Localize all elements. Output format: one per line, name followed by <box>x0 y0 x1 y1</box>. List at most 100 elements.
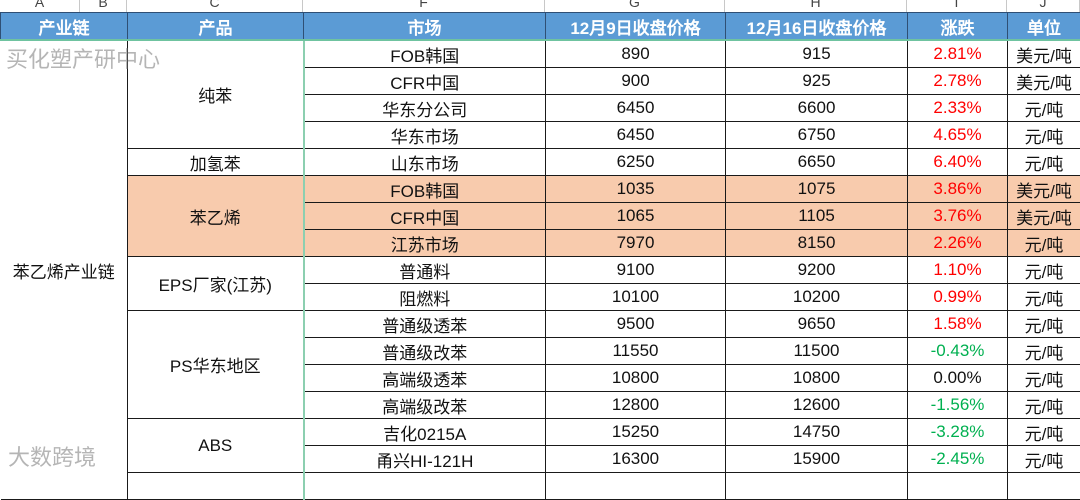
market-cell[interactable]: 高端级透苯 <box>304 365 546 392</box>
price-dec16-cell[interactable]: 14750 <box>726 419 908 446</box>
change-cell[interactable]: 6.40% <box>908 149 1008 176</box>
change-cell[interactable]: -3.28% <box>908 419 1008 446</box>
price-dec9-cell[interactable]: 15250 <box>546 419 726 446</box>
change-cell[interactable]: 0.99% <box>908 284 1008 311</box>
change-cell[interactable]: -0.43% <box>908 338 1008 365</box>
column-letter[interactable]: B <box>80 0 127 12</box>
market-cell[interactable]: FOB韩国 <box>304 176 546 203</box>
change-cell[interactable]: 3.86% <box>908 176 1008 203</box>
price-dec16-cell[interactable]: 6600 <box>726 95 908 122</box>
price-dec9-cell[interactable]: 10100 <box>546 284 726 311</box>
header-unit[interactable]: 单位 <box>1008 13 1080 41</box>
column-letter[interactable]: G <box>545 0 725 12</box>
price-dec16-cell[interactable]: 6650 <box>726 149 908 176</box>
price-dec16-cell[interactable]: 9650 <box>726 311 908 338</box>
header-chain[interactable]: 产业链 <box>1 13 128 41</box>
price-dec16-cell[interactable]: 925 <box>726 68 908 95</box>
market-cell[interactable]: 江苏市场 <box>304 230 546 257</box>
product-cell[interactable]: ABS <box>128 419 304 473</box>
column-letter[interactable]: F <box>303 0 545 12</box>
price-dec9-cell[interactable]: 7970 <box>546 230 726 257</box>
price-dec9-cell[interactable]: 9100 <box>546 257 726 284</box>
price-dec9-cell[interactable]: 10800 <box>546 365 726 392</box>
market-cell[interactable]: 甬兴HI-121H <box>304 446 546 473</box>
price-dec9-cell[interactable]: 6450 <box>546 95 726 122</box>
price-dec9-cell[interactable]: 890 <box>546 40 726 68</box>
unit-cell[interactable]: 元/吨 <box>1008 95 1080 122</box>
column-letter[interactable]: J <box>1007 0 1080 12</box>
header-price-dec16[interactable]: 12月16日收盘价格 <box>726 13 908 41</box>
price-dec9-cell[interactable]: 9500 <box>546 311 726 338</box>
market-cell[interactable]: 华东市场 <box>304 122 546 149</box>
chain-cell[interactable]: 苯乙烯产业链 <box>1 40 128 500</box>
unit-cell[interactable]: 元/吨 <box>1008 284 1080 311</box>
unit-cell[interactable]: 美元/吨 <box>1008 40 1080 68</box>
market-cell[interactable]: FOB韩国 <box>304 40 546 68</box>
product-cell[interactable]: EPS厂家(江苏) <box>128 257 304 311</box>
header-price-dec9[interactable]: 12月9日收盘价格 <box>546 13 726 41</box>
header-market[interactable]: 市场 <box>304 13 546 41</box>
column-letter[interactable]: H <box>725 0 907 12</box>
price-dec16-cell[interactable]: 6750 <box>726 122 908 149</box>
change-cell[interactable]: 1.10% <box>908 257 1008 284</box>
market-cell[interactable]: 华东分公司 <box>304 95 546 122</box>
market-cell[interactable]: 普通级改苯 <box>304 338 546 365</box>
change-cell[interactable]: 2.78% <box>908 68 1008 95</box>
price-dec16-cell[interactable]: 1075 <box>726 176 908 203</box>
product-cell[interactable]: PS华东地区 <box>128 311 304 419</box>
unit-cell[interactable]: 元/吨 <box>1008 392 1080 419</box>
market-cell[interactable]: 普通料 <box>304 257 546 284</box>
market-cell[interactable]: 吉化0215A <box>304 419 546 446</box>
product-cell[interactable]: 纯苯 <box>128 40 304 149</box>
market-cell[interactable]: 阻燃料 <box>304 284 546 311</box>
column-letter[interactable]: C <box>127 0 303 12</box>
price-dec9-cell[interactable]: 6250 <box>546 149 726 176</box>
market-cell[interactable]: CFR中国 <box>304 203 546 230</box>
price-dec9-cell[interactable]: 16300 <box>546 446 726 473</box>
change-cell[interactable]: 0.00% <box>908 365 1008 392</box>
change-cell[interactable]: -2.45% <box>908 446 1008 473</box>
header-product[interactable]: 产品 <box>128 13 304 41</box>
price-dec9-cell[interactable]: 1065 <box>546 203 726 230</box>
product-cell[interactable]: 苯乙烯 <box>128 176 304 257</box>
market-cell[interactable]: 山东市场 <box>304 149 546 176</box>
change-cell[interactable]: 2.33% <box>908 95 1008 122</box>
unit-cell[interactable]: 美元/吨 <box>1008 203 1080 230</box>
price-dec9-cell[interactable]: 900 <box>546 68 726 95</box>
change-cell[interactable]: 3.76% <box>908 203 1008 230</box>
unit-cell[interactable]: 元/吨 <box>1008 230 1080 257</box>
price-dec16-cell[interactable]: 8150 <box>726 230 908 257</box>
change-cell[interactable]: -1.56% <box>908 392 1008 419</box>
price-dec9-cell[interactable]: 6450 <box>546 122 726 149</box>
price-dec9-cell[interactable]: 11550 <box>546 338 726 365</box>
unit-cell[interactable]: 美元/吨 <box>1008 176 1080 203</box>
market-cell[interactable]: 普通级透苯 <box>304 311 546 338</box>
change-cell[interactable]: 2.26% <box>908 230 1008 257</box>
header-change[interactable]: 涨跌 <box>908 13 1008 41</box>
unit-cell[interactable]: 元/吨 <box>1008 446 1080 473</box>
change-cell[interactable]: 4.65% <box>908 122 1008 149</box>
price-dec16-cell[interactable]: 10800 <box>726 365 908 392</box>
unit-cell[interactable]: 元/吨 <box>1008 122 1080 149</box>
change-cell[interactable]: 1.58% <box>908 311 1008 338</box>
column-letter[interactable]: A <box>0 0 80 12</box>
unit-cell[interactable]: 元/吨 <box>1008 419 1080 446</box>
change-cell[interactable]: 2.81% <box>908 40 1008 68</box>
price-dec16-cell[interactable]: 10200 <box>726 284 908 311</box>
price-dec16-cell[interactable]: 15900 <box>726 446 908 473</box>
unit-cell[interactable]: 元/吨 <box>1008 149 1080 176</box>
price-dec9-cell[interactable]: 12800 <box>546 392 726 419</box>
unit-cell[interactable]: 美元/吨 <box>1008 68 1080 95</box>
price-dec16-cell[interactable]: 11500 <box>726 338 908 365</box>
price-dec16-cell[interactable]: 915 <box>726 40 908 68</box>
market-cell[interactable]: 高端级改苯 <box>304 392 546 419</box>
unit-cell[interactable]: 元/吨 <box>1008 311 1080 338</box>
product-cell[interactable]: 加氢苯 <box>128 149 304 176</box>
price-dec16-cell[interactable]: 1105 <box>726 203 908 230</box>
market-cell[interactable]: CFR中国 <box>304 68 546 95</box>
price-dec16-cell[interactable]: 12600 <box>726 392 908 419</box>
price-dec16-cell[interactable]: 9200 <box>726 257 908 284</box>
unit-cell[interactable]: 元/吨 <box>1008 365 1080 392</box>
price-dec9-cell[interactable]: 1035 <box>546 176 726 203</box>
column-letter[interactable]: I <box>907 0 1007 12</box>
